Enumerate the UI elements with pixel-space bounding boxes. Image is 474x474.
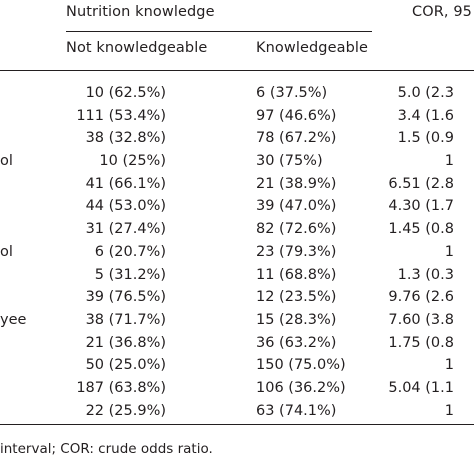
not-knowledgeable-cell: 6 (20.7%) — [94, 243, 166, 260]
not-knowledgeable-cell: 22 (25.9%) — [85, 402, 166, 419]
table-row: 21 (36.8%) 36 (63.2%) 1.75 (0.8 — [0, 332, 474, 355]
header-bottom-rule — [0, 70, 474, 71]
knowledgeable-cell: 78 (67.2%) — [256, 130, 337, 147]
cor-header: COR, 95 — [412, 4, 472, 20]
group-header-rule — [66, 31, 372, 32]
cor-cell: 5.04 (1.1 — [388, 379, 454, 396]
table-row: ol 10 (25%) 30 (75%) 1 — [0, 150, 474, 173]
cor-cell: 3.4 (1.6 — [397, 107, 454, 124]
table-row: yee 38 (71.7%) 15 (28.3%) 7.60 (3.8 — [0, 309, 474, 332]
knowledgeable-cell: 106 (36.2%) — [256, 379, 346, 396]
not-knowledgeable-cell: 44 (53.0%) — [85, 198, 166, 215]
knowledgeable-cell: 39 (47.0%) — [256, 198, 337, 215]
knowledgeable-cell: 12 (23.5%) — [256, 289, 337, 306]
table-row: 38 (32.8%) 78 (67.2%) 1.5 (0.9 — [0, 127, 474, 150]
cor-cell: 1 — [444, 357, 454, 374]
table-bottom-rule — [0, 424, 474, 425]
not-knowledgeable-cell: 5 (31.2%) — [94, 266, 166, 283]
cor-cell: 1.45 (0.8 — [388, 221, 454, 238]
table-row: 187 (63.8%) 106 (36.2%) 5.04 (1.1 — [0, 377, 474, 400]
knowledgeable-cell: 23 (79.3%) — [256, 243, 337, 260]
knowledgeable-cell: 36 (63.2%) — [256, 334, 337, 351]
knowledgeable-cell: 30 (75%) — [256, 153, 323, 170]
cor-cell: 5.0 (2.3 — [397, 85, 454, 101]
cor-cell: 9.76 (2.6 — [388, 289, 454, 306]
table-row: 39 (76.5%) 12 (23.5%) 9.76 (2.6 — [0, 286, 474, 309]
knowledgeable-cell: 63 (74.1%) — [256, 402, 337, 419]
row-label: ol — [0, 243, 13, 260]
cor-cell: 1 — [444, 243, 454, 260]
knowledgeable-column-header: Knowledgeable — [256, 40, 369, 56]
cor-cell: 1.75 (0.8 — [388, 334, 454, 351]
table-row: ol 6 (20.7%) 23 (79.3%) 1 — [0, 241, 474, 264]
not-knowledgeable-cell: 111 (53.4%) — [76, 107, 166, 124]
not-knowledgeable-cell: 10 (25%) — [99, 153, 166, 170]
cor-cell: 1 — [444, 153, 454, 170]
table-row: 44 (53.0%) 39 (47.0%) 4.30 (1.7 — [0, 195, 474, 218]
knowledgeable-cell: 11 (68.8%) — [256, 266, 337, 283]
table-row: 31 (27.4%) 82 (72.6%) 1.45 (0.8 — [0, 218, 474, 241]
cor-cell: 1 — [444, 402, 454, 419]
table-row: 41 (66.1%) 21 (38.9%) 6.51 (2.8 — [0, 173, 474, 196]
row-label: ol — [0, 153, 13, 170]
not-knowledgeable-cell: 38 (71.7%) — [85, 311, 166, 328]
knowledgeable-cell: 97 (46.6%) — [256, 107, 337, 124]
knowledgeable-cell: 21 (38.9%) — [256, 175, 337, 192]
cor-cell: 1.3 (0.3 — [397, 266, 454, 283]
not-knowledgeable-column-header: Not knowledgeable — [66, 40, 208, 56]
knowledgeable-cell: 150 (75.0%) — [256, 357, 346, 374]
table-row: 22 (25.9%) 63 (74.1%) 1 — [0, 400, 474, 423]
not-knowledgeable-cell: 38 (32.8%) — [85, 130, 166, 147]
not-knowledgeable-cell: 50 (25.0%) — [85, 357, 166, 374]
not-knowledgeable-cell: 41 (66.1%) — [85, 175, 166, 192]
knowledgeable-cell: 82 (72.6%) — [256, 221, 337, 238]
cor-cell: 1.5 (0.9 — [397, 130, 454, 147]
not-knowledgeable-cell: 21 (36.8%) — [85, 334, 166, 351]
not-knowledgeable-cell: 10 (62.5%) — [85, 85, 166, 101]
row-label: yee — [0, 311, 27, 328]
nutrition-knowledge-header: Nutrition knowledge — [66, 4, 215, 20]
cor-cell: 4.30 (1.7 — [388, 198, 454, 215]
table-row: 10 (62.5%) 6 (37.5%) 5.0 (2.3 — [0, 82, 474, 105]
knowledgeable-cell: 6 (37.5%) — [256, 85, 328, 101]
table-footnote: interval; COR: crude odds ratio. — [0, 441, 213, 457]
not-knowledgeable-cell: 187 (63.8%) — [76, 379, 166, 396]
not-knowledgeable-cell: 31 (27.4%) — [85, 221, 166, 238]
table-row: 111 (53.4%) 97 (46.6%) 3.4 (1.6 — [0, 105, 474, 128]
table-row: 50 (25.0%) 150 (75.0%) 1 — [0, 354, 474, 377]
not-knowledgeable-cell: 39 (76.5%) — [85, 289, 166, 306]
table-body: 10 (62.5%) 6 (37.5%) 5.0 (2.3 111 (53.4%) 97… — [0, 82, 474, 422]
cor-cell: 7.60 (3.8 — [388, 311, 454, 328]
table-row: 5 (31.2%) 11 (68.8%) 1.3 (0.3 — [0, 264, 474, 287]
cor-cell: 6.51 (2.8 — [388, 175, 454, 192]
knowledgeable-cell: 15 (28.3%) — [256, 311, 337, 328]
